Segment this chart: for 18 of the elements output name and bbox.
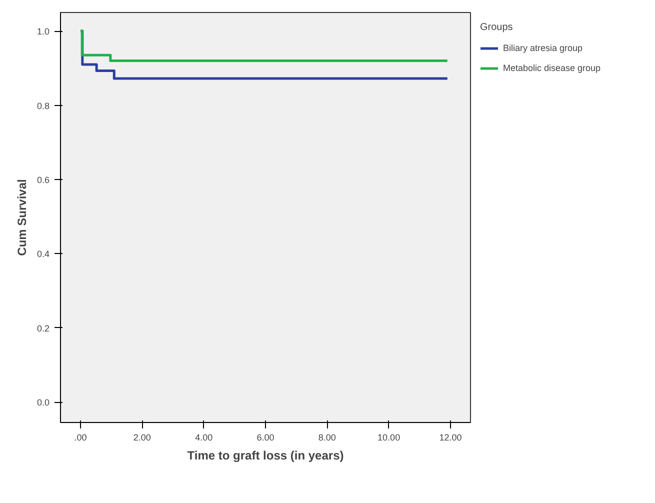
x-tick-label: 2.00	[133, 432, 151, 442]
legend-label: Biliary atresia group	[503, 43, 583, 53]
y-tick-label: 0.0	[36, 398, 50, 408]
y-tick-label: 0.8	[36, 100, 50, 111]
y-tick-label: 0.4	[36, 249, 50, 260]
y-tick-label: 1.0	[36, 26, 50, 37]
x-tick-label: 8.00	[318, 432, 336, 442]
y-tick-label: 0.2	[36, 323, 50, 334]
x-tick-label: 6.00	[256, 432, 274, 442]
y-axis-title: Cum Survival	[14, 179, 29, 256]
legend-title: Groups	[480, 22, 514, 33]
x-axis-title: Time to graft loss (in years)	[187, 448, 344, 462]
y-tick-label: 0.6	[36, 174, 50, 185]
x-tick-label: 10.00	[378, 432, 400, 442]
x-tick-label: 4.00	[195, 432, 213, 442]
x-tick-label: 12.00	[439, 432, 462, 442]
legend-label: Metabolic disease group	[503, 63, 601, 73]
x-tick-label: .00	[74, 432, 87, 442]
